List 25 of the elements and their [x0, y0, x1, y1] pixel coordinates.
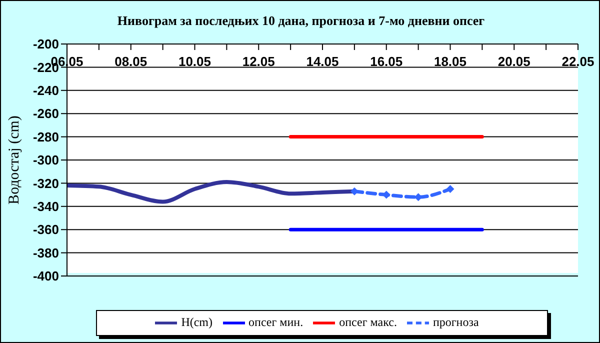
- x-tick-label: 20.05: [498, 54, 530, 70]
- y-tick-label: -340: [32, 199, 59, 214]
- y-tick-label: -260: [32, 106, 59, 122]
- legend-label: опсег мин.: [248, 314, 304, 329]
- x-tick-label: 14.05: [306, 54, 339, 70]
- y-tick-label: -380: [32, 245, 59, 260]
- x-tick-label: 08.05: [114, 54, 148, 70]
- y-tick-label: -320: [32, 176, 59, 191]
- legend-label: опсег макс.: [339, 314, 397, 329]
- legend-label: H(cm): [181, 314, 213, 329]
- chart-title: Нивограм за последњих 10 дана, прогноза и 7-мо дневни опсег: [116, 13, 486, 29]
- x-tick-label: 12.05: [242, 54, 275, 70]
- x-tick-label: 10.05: [178, 54, 212, 70]
- y-tick-label: -400: [32, 268, 59, 284]
- legend-label: прогноза: [432, 314, 479, 329]
- y-tick-label: -360: [32, 222, 59, 238]
- y-tick-label: -300: [32, 152, 59, 168]
- point: [446, 185, 454, 193]
- y-axis-title: Водостај (cm): [6, 116, 22, 204]
- y-tick-label: -240: [32, 83, 59, 98]
- y-tick-label: -200: [32, 36, 59, 52]
- y-tick-label: -280: [32, 129, 59, 144]
- x-tick-label: 16.05: [370, 54, 403, 70]
- x-tick-label: 22.05: [562, 54, 594, 70]
- x-tick-label: 18.05: [434, 54, 467, 70]
